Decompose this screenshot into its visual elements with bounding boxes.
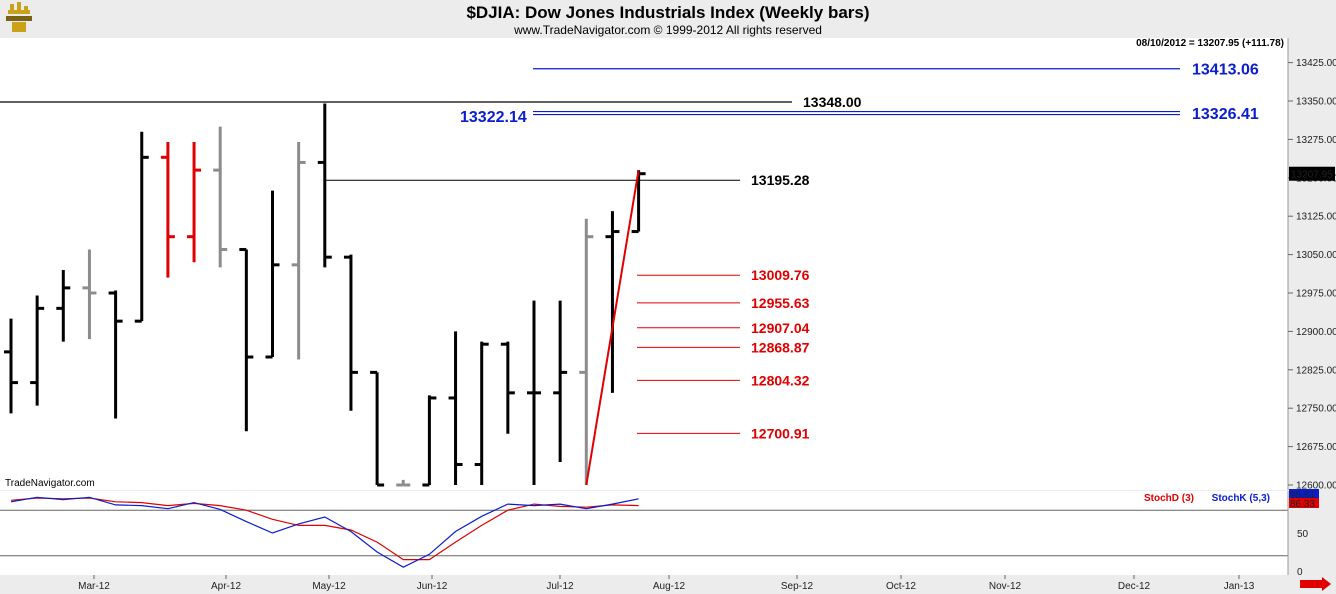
ohlc-bar [500, 341, 515, 434]
fib-level-label: 12700.91 [751, 425, 810, 441]
time-tick-label: May-12 [312, 581, 346, 592]
chart-title: $DJIA: Dow Jones Industrials Index (Week… [466, 3, 869, 22]
level-label-13413: 13413.06 [1192, 62, 1259, 79]
ohlc-bar [187, 141, 202, 263]
price-tick-label: 12975.00 [1296, 289, 1336, 300]
fib-level-label: 12804.32 [751, 372, 810, 388]
price-levels: 13413.06 13348.00 13326.41 13322.14 13195.28… [0, 62, 1259, 441]
ohlc-bar [56, 269, 71, 342]
scroll-right-icon[interactable] [1296, 577, 1332, 591]
ohlc-bar [422, 395, 437, 487]
ohlc-bar [317, 103, 332, 268]
price-tick-label: 13425.00 [1296, 58, 1336, 69]
stoch-tick-label: 50 [1297, 529, 1309, 540]
stochD-line [10, 497, 639, 561]
time-tick-label: Dec-12 [1118, 581, 1151, 592]
ohlc-bar [396, 479, 411, 487]
ohlc-bar [4, 318, 18, 414]
stochK-line [10, 496, 639, 568]
time-tick-label: Nov-12 [989, 581, 1022, 592]
time-axis: Mar-12 Apr-12 May-12 Jun-12 Jul-12 Aug-12 Sep-… [78, 575, 1255, 592]
ohlc-bar [605, 211, 620, 393]
ohlc-bar [579, 218, 594, 485]
time-tick-label: Mar-12 [78, 581, 110, 592]
stochD-legend: StochD (3) [1144, 493, 1194, 504]
price-tick-label: 13125.00 [1296, 212, 1336, 223]
ohlc-bar [553, 300, 568, 462]
ohlc-bar [527, 300, 541, 485]
price-panel [0, 38, 1288, 490]
ohlc-bar [265, 190, 280, 359]
price-tick-label: 13350.00 [1296, 97, 1336, 108]
time-tick-label: Apr-12 [211, 581, 241, 592]
price-axis: 12600.00 12675.00 12750.00 12825.00 12900.00… [1287, 38, 1336, 492]
fib-level-label: 12907.04 [751, 320, 810, 336]
ohlc-bar [343, 254, 358, 411]
stochK-value: 95.61 [1290, 490, 1315, 501]
level-label-13348: 13348.00 [803, 94, 862, 110]
time-tick-label: Oct-12 [886, 581, 916, 592]
ohlc-bars [4, 103, 646, 487]
price-tick-label: 12750.00 [1296, 404, 1336, 415]
fib-level-label: 12955.63 [751, 295, 810, 311]
stochD-value-marker [1289, 498, 1319, 508]
ohlc-bar [239, 247, 254, 432]
price-tick-label: 12600.00 [1296, 481, 1336, 492]
price-tick-label: 12825.00 [1296, 365, 1336, 376]
time-tick-label: Jun-12 [417, 581, 448, 592]
level-label-13195: 13195.28 [751, 172, 810, 188]
trend-line [585, 169, 640, 486]
watermark-text: TradeNavigator.com [5, 478, 95, 489]
price-tick-label: 12900.00 [1296, 327, 1336, 338]
stochK-value-marker [1289, 489, 1319, 499]
ohlc-bar [370, 370, 385, 487]
time-tick-label: Jan-13 [1224, 581, 1255, 592]
stochK-legend: StochK (5,3) [1212, 493, 1270, 504]
ohlc-bar [631, 170, 646, 234]
level-label-13326: 13326.41 [1192, 106, 1259, 123]
last-price-marker [1289, 166, 1335, 181]
logo-icon [6, 2, 32, 32]
ohlc-bar [82, 249, 97, 340]
price-tick-label: 13275.00 [1296, 135, 1336, 146]
copyright-text: www.TradeNavigator.com © 1999-2012 All r… [513, 23, 822, 37]
level-label-13322: 13322.14 [460, 109, 527, 126]
stochD-value: 86.33 [1290, 499, 1315, 510]
price-tick-label: 13050.00 [1296, 250, 1336, 261]
stoch-tick-label: 0 [1297, 567, 1303, 578]
ohlc-bar [448, 331, 463, 485]
ohlc-bar [30, 295, 45, 406]
time-tick-label: Aug-12 [653, 581, 686, 592]
ohlc-bar [134, 131, 149, 323]
trend-line-segment [585, 169, 640, 486]
ohlc-bar [108, 290, 123, 419]
ohlc-bar [160, 141, 175, 278]
ohlc-bar [213, 126, 228, 268]
ohlc-bar [474, 341, 489, 485]
fib-level-label: 13009.76 [751, 267, 810, 283]
time-tick-label: Sep-12 [781, 581, 814, 592]
price-tick-label: 12675.00 [1296, 442, 1336, 453]
last-price-label: 13207.95 [1291, 170, 1333, 181]
last-value-text: 08/10/2012 = 13207.95 (+111.78) [1136, 38, 1284, 49]
fib-level-label: 12868.87 [751, 339, 810, 355]
ohlc-bar [291, 141, 306, 360]
time-tick-label: Jul-12 [546, 581, 574, 592]
